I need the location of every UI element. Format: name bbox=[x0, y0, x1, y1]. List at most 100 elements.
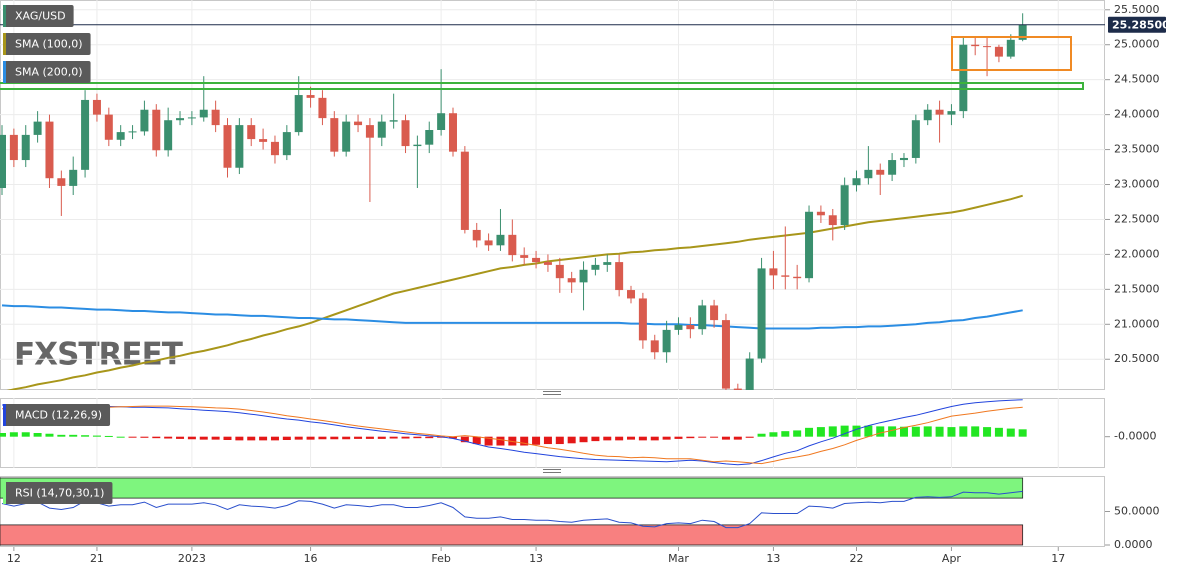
candle-body bbox=[270, 141, 279, 156]
histogram-bar bbox=[140, 436, 149, 438]
histogram-bar bbox=[674, 436, 683, 439]
histogram-bar bbox=[627, 436, 636, 440]
histogram-bar bbox=[128, 436, 137, 438]
candle-body bbox=[437, 113, 446, 130]
histogram-bar bbox=[21, 432, 30, 437]
candle-body bbox=[460, 151, 469, 230]
histogram-bar bbox=[994, 427, 1003, 437]
candle-body bbox=[591, 264, 600, 270]
candle-body bbox=[757, 268, 766, 359]
candle-body bbox=[674, 325, 683, 330]
legend-swatch bbox=[3, 5, 6, 27]
histogram-bar bbox=[757, 433, 766, 437]
candle-body bbox=[413, 144, 422, 147]
candle-body bbox=[781, 275, 790, 277]
candle-body bbox=[472, 229, 481, 241]
histogram-bar bbox=[294, 436, 303, 440]
oversold-zone bbox=[0, 524, 1024, 546]
histogram-bar bbox=[270, 436, 279, 441]
legend-item: XAG/USD bbox=[3, 5, 74, 27]
overbought-zone bbox=[0, 477, 1024, 499]
x-tick-label: 2023 bbox=[178, 552, 206, 565]
histogram-bar bbox=[650, 436, 659, 441]
histogram-bar bbox=[425, 436, 434, 439]
histogram-bar bbox=[33, 433, 42, 437]
histogram-bar bbox=[365, 436, 374, 439]
histogram-bar bbox=[0, 433, 6, 437]
histogram-bar bbox=[1006, 428, 1015, 437]
candle-body bbox=[1006, 39, 1015, 57]
candle-body bbox=[543, 262, 552, 265]
candle-body bbox=[1018, 24, 1027, 40]
indicator-line bbox=[1, 304, 1023, 330]
y-tick-label: -0.0000 bbox=[1114, 430, 1156, 443]
x-tick-label: 13 bbox=[529, 552, 543, 565]
candle-body bbox=[247, 125, 256, 140]
candle-body bbox=[484, 240, 493, 246]
candle-body bbox=[45, 121, 54, 179]
candle-body bbox=[769, 268, 778, 276]
candle-body bbox=[448, 113, 457, 152]
candle-body bbox=[959, 44, 968, 112]
candle-body bbox=[69, 169, 78, 186]
histogram-bar bbox=[638, 436, 647, 441]
histogram-bar bbox=[176, 436, 185, 439]
histogram-bar bbox=[603, 436, 612, 441]
histogram-bar bbox=[555, 436, 564, 445]
histogram-bar bbox=[816, 427, 825, 437]
candle-body bbox=[365, 125, 374, 138]
histogram-bar bbox=[793, 430, 802, 437]
candle-body bbox=[342, 121, 351, 152]
candle-body bbox=[911, 120, 920, 158]
pane-handle[interactable] bbox=[543, 391, 561, 473]
candle-body bbox=[223, 125, 232, 168]
histogram-bar bbox=[104, 435, 113, 437]
histogram-bar bbox=[769, 432, 778, 437]
histogram-bar bbox=[686, 436, 695, 439]
candle-body bbox=[650, 340, 659, 353]
indicator-line bbox=[1, 405, 1023, 465]
candle-body bbox=[864, 169, 873, 179]
candle-body bbox=[899, 157, 908, 161]
candle-body bbox=[9, 134, 18, 161]
candle-body bbox=[0, 134, 6, 189]
histogram-bar bbox=[448, 436, 457, 439]
candle-body bbox=[638, 298, 647, 341]
histogram-bar bbox=[306, 436, 315, 440]
histogram-bar bbox=[662, 436, 671, 440]
x-tick-label: 12 bbox=[7, 552, 21, 565]
candle-body bbox=[733, 388, 742, 390]
candle-body bbox=[306, 95, 315, 98]
histogram-bar bbox=[698, 436, 707, 438]
candle-body bbox=[876, 169, 885, 175]
histogram-bar bbox=[484, 436, 493, 446]
histogram-bar bbox=[876, 426, 885, 437]
y-tick-label: 20.5000 bbox=[1114, 352, 1160, 365]
indicator-line bbox=[1, 490, 1023, 529]
histogram-bar bbox=[57, 434, 66, 437]
legend-swatch bbox=[3, 404, 6, 426]
candle-body bbox=[840, 185, 849, 226]
histogram-bar bbox=[9, 432, 18, 437]
candle-body bbox=[33, 121, 42, 135]
x-tick-label: 16 bbox=[304, 552, 318, 565]
histogram-bar bbox=[187, 436, 196, 440]
histogram-bar bbox=[472, 436, 481, 445]
legend-label: XAG/USD bbox=[15, 10, 66, 23]
candle-body bbox=[816, 211, 825, 216]
legend-label: MACD (12,26,9) bbox=[15, 409, 102, 422]
histogram-bar bbox=[377, 436, 386, 439]
candle-body bbox=[211, 109, 220, 126]
legend-box bbox=[3, 5, 74, 27]
histogram-bar bbox=[543, 436, 552, 445]
legend-label: SMA (200,0) bbox=[15, 66, 83, 79]
last-price-tag bbox=[1108, 16, 1166, 33]
histogram-bar bbox=[567, 436, 576, 444]
x-tick-label: 17 bbox=[1051, 552, 1065, 565]
candle-body bbox=[377, 121, 386, 138]
highlight-box bbox=[0, 82, 1084, 90]
histogram-bar bbox=[81, 435, 90, 437]
legend-swatch bbox=[3, 482, 6, 504]
candle-body bbox=[710, 305, 719, 321]
